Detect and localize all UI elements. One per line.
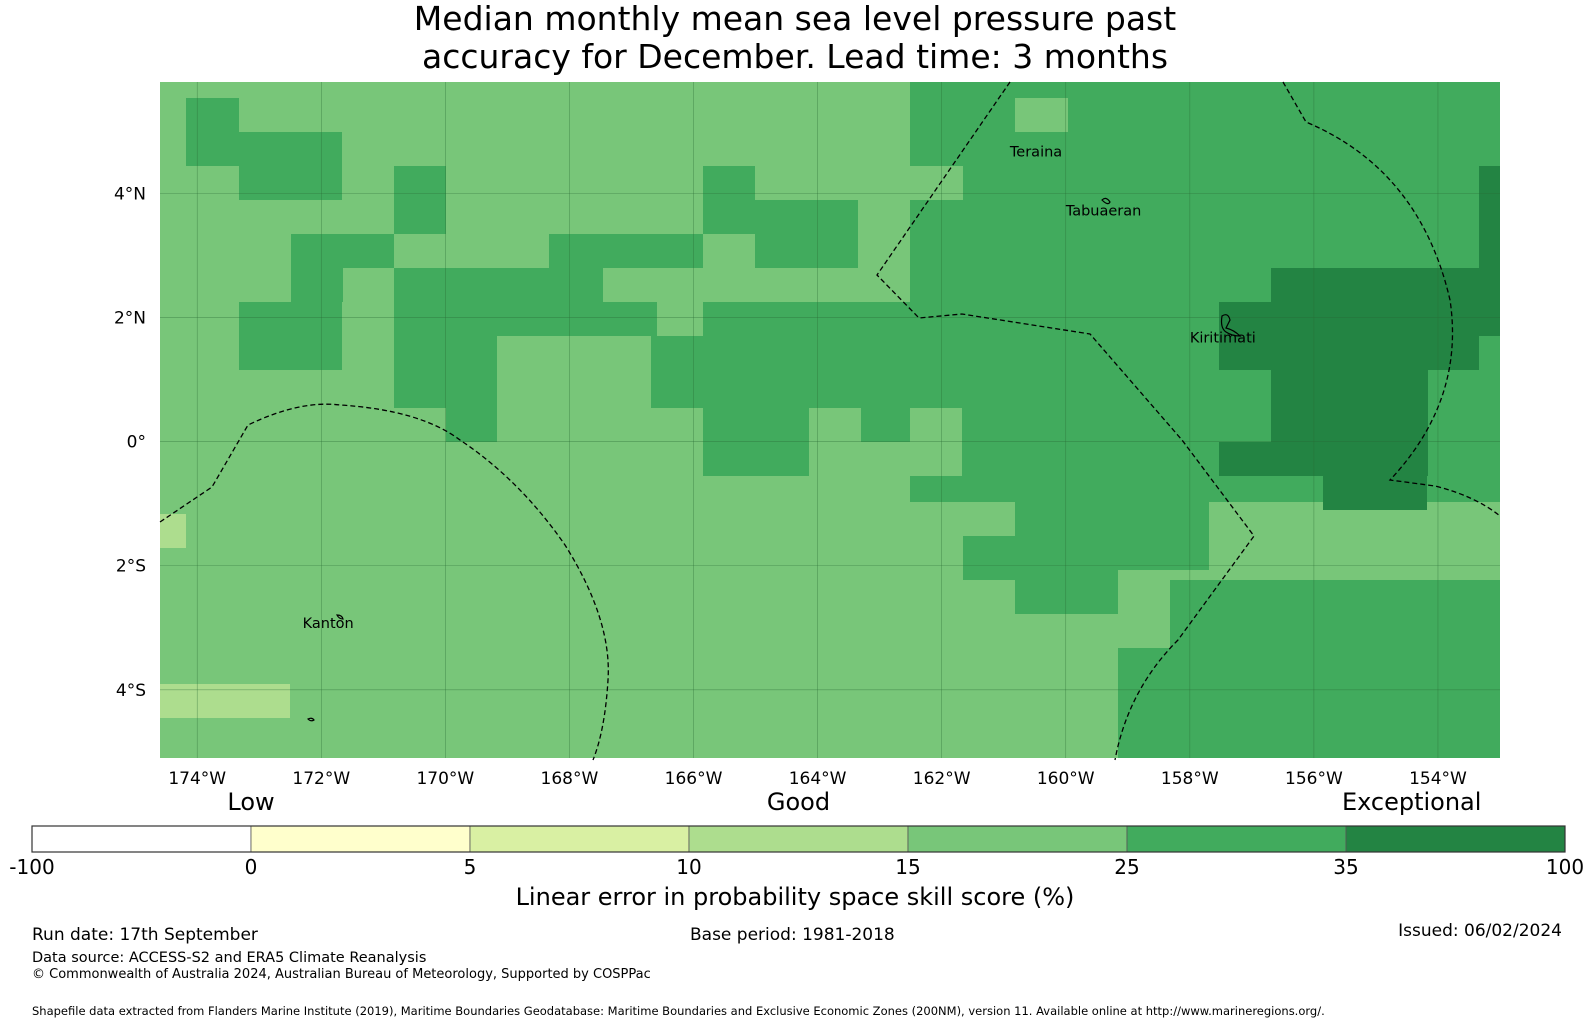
colorbar-segment <box>1345 825 1566 853</box>
lon-tick-label: 170°W <box>416 769 474 789</box>
run-date: Run date: 17th September <box>32 925 258 945</box>
place-label: Teraina <box>1009 144 1062 160</box>
colorbar-segment <box>1126 825 1347 853</box>
colorbar-category-label: Good <box>766 788 831 816</box>
lon-tick-label: 156°W <box>1285 769 1343 789</box>
skill-cell <box>1323 476 1427 510</box>
colorbar-tick-label: 5 <box>463 855 477 879</box>
island-outlines <box>306 197 1242 722</box>
lon-tick-label: 162°W <box>913 769 971 789</box>
lat-tick-label: 4°S <box>116 681 146 701</box>
skill-cell <box>603 268 755 302</box>
skill-cell <box>755 200 858 268</box>
shapefile-credit: Shapefile data extracted from Flanders M… <box>32 1004 1325 1018</box>
colorbar-category-label: Low <box>227 788 275 816</box>
eez-boundary-line-north-arc <box>1282 81 1501 517</box>
title-line-1: Median monthly mean sea level pressure p… <box>413 0 1177 38</box>
lon-tick-label: 158°W <box>1161 769 1219 789</box>
lon-tick-label: 154°W <box>1409 769 1467 789</box>
eez-boundaries <box>159 81 1501 761</box>
skill-cell <box>1479 166 1500 268</box>
skill-cell <box>858 408 910 442</box>
colorbar-tick-label: 15 <box>895 855 921 879</box>
colorbar-bar <box>31 825 1566 853</box>
skill-cell <box>239 302 342 370</box>
skill-cell <box>1271 370 1428 442</box>
base-period: Base period: 1981-2018 <box>690 925 895 945</box>
colorbar-tick-label: 0 <box>244 855 258 879</box>
tabuaeran-island <box>1101 197 1111 205</box>
skill-cell <box>549 234 703 268</box>
skill-cell <box>1170 614 1500 758</box>
lat-tick-label: 4°N <box>114 185 146 205</box>
copyright: © Commonwealth of Australia 2024, Austra… <box>32 967 651 982</box>
lon-tick-label: 166°W <box>665 769 723 789</box>
skill-cell <box>446 408 497 442</box>
lon-tick-label: 174°W <box>168 769 226 789</box>
lat-tick-label: 2°N <box>114 309 146 329</box>
colorbar-segment <box>250 825 471 853</box>
skill-cell <box>1271 268 1500 336</box>
title-line-2: accuracy for December. Lead time: 3 mont… <box>421 37 1169 76</box>
data-source: Data source: ACCESS-S2 and ERA5 Climate … <box>32 950 427 966</box>
skill-cell <box>963 502 1015 536</box>
small-islet <box>306 717 315 722</box>
skill-cell <box>1219 442 1428 476</box>
lat-tick-label: 0° <box>127 433 146 453</box>
eez-boundary-line-phoenix-arc <box>159 403 609 761</box>
skill-cell <box>858 82 910 134</box>
skill-cell <box>291 268 343 302</box>
skill-cell <box>1015 570 1118 614</box>
lon-tick-label: 168°W <box>541 769 599 789</box>
skill-grid <box>160 82 1500 758</box>
skill-cell <box>755 166 963 200</box>
lon-tick-label: 172°W <box>292 769 350 789</box>
skill-cell <box>239 132 342 200</box>
graticule <box>160 82 1500 758</box>
skill-cell <box>291 234 394 268</box>
skill-cell <box>703 234 755 268</box>
place-labels: Teraina Tabuaeran Kiritimati Kanton <box>303 144 1256 631</box>
lon-tick-label: 164°W <box>789 769 847 789</box>
skill-cell <box>186 98 239 166</box>
issued-date: Issued: 06/02/2024 <box>1398 921 1562 941</box>
colorbar-category-label: Exceptional <box>1341 788 1482 816</box>
colorbar-frame <box>31 825 1566 853</box>
place-label: Tabuaeran <box>1065 203 1142 219</box>
skill-cell <box>963 536 1015 580</box>
colorbar-segment <box>907 825 1128 853</box>
skill-cell <box>1118 614 1170 648</box>
colorbar-tick-label: 10 <box>676 855 702 879</box>
skill-cell <box>809 408 861 442</box>
colorbar-tick-label: 100 <box>1545 855 1585 879</box>
kanton-island <box>336 614 344 620</box>
kiritimati-island <box>1220 314 1242 337</box>
axis-labels: 4°N 2°N 0° 2°S 4°S 174°W 172°W 170°W 168°W 166°W 1… <box>114 185 1467 789</box>
lat-tick-label: 2°S <box>116 557 146 577</box>
skill-cell <box>394 166 446 234</box>
skill-cell <box>1015 536 1209 570</box>
eez-boundary-line-kiribati-line-islands <box>876 81 1255 761</box>
colorbar-tick-label: 25 <box>1114 855 1140 879</box>
colorbar-segment <box>688 825 909 853</box>
colorbar-tick-label: -100 <box>9 855 55 879</box>
colorbar-tick-label: 35 <box>1333 855 1359 879</box>
colorbar-segment <box>31 825 252 853</box>
map-title: Median monthly mean sea level pressure p… <box>0 0 1590 76</box>
place-label: Kanton <box>303 616 354 632</box>
colorbar-label: Linear error in probability space skill … <box>515 883 1075 911</box>
skill-cell <box>1118 580 1170 614</box>
skill-cell <box>1219 336 1479 370</box>
place-label: Kiritimati <box>1190 330 1256 346</box>
skill-cell <box>1015 98 1068 132</box>
lon-tick-label: 160°W <box>1037 769 1095 789</box>
skill-cell <box>160 684 290 718</box>
colorbar-segment <box>469 825 690 853</box>
